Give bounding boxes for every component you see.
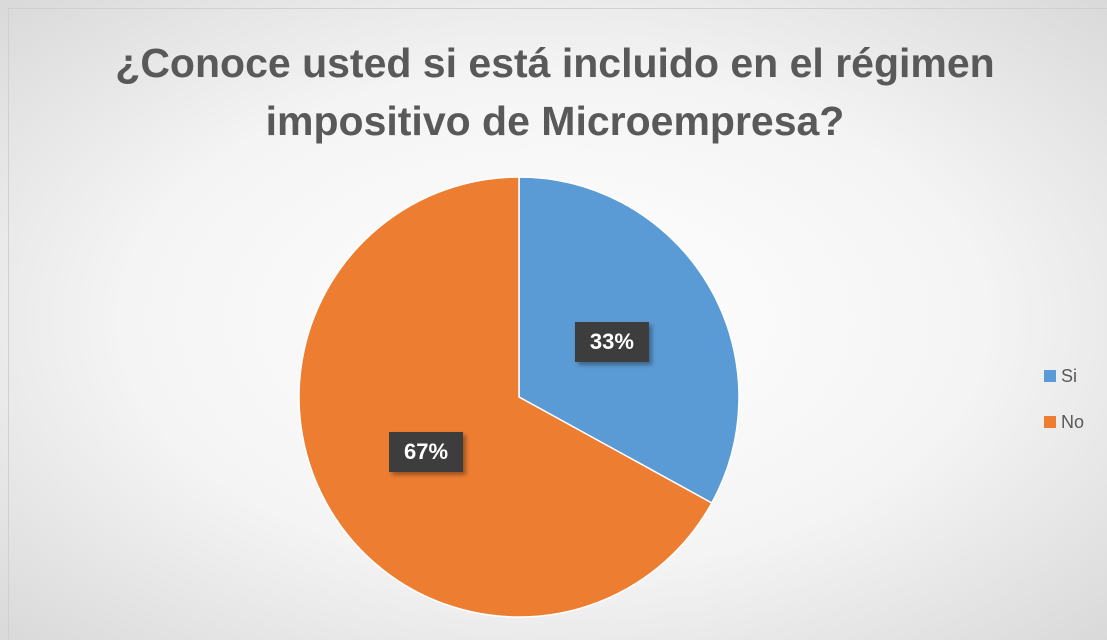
legend-label: Si	[1061, 366, 1077, 386]
data-label-box	[574, 322, 649, 363]
frame	[8, 8, 1107, 640]
legend-swatch	[1044, 416, 1056, 428]
data-label-box	[389, 431, 464, 472]
pie-slice	[298, 176, 713, 618]
legend-label: No	[1061, 412, 1084, 432]
chart-title: ¿Conoce usted si está incluido en el rég…	[115, 40, 995, 144]
data-label: 33%	[590, 329, 634, 354]
legend-swatch	[1044, 370, 1056, 382]
data-label: 67%	[404, 439, 448, 464]
